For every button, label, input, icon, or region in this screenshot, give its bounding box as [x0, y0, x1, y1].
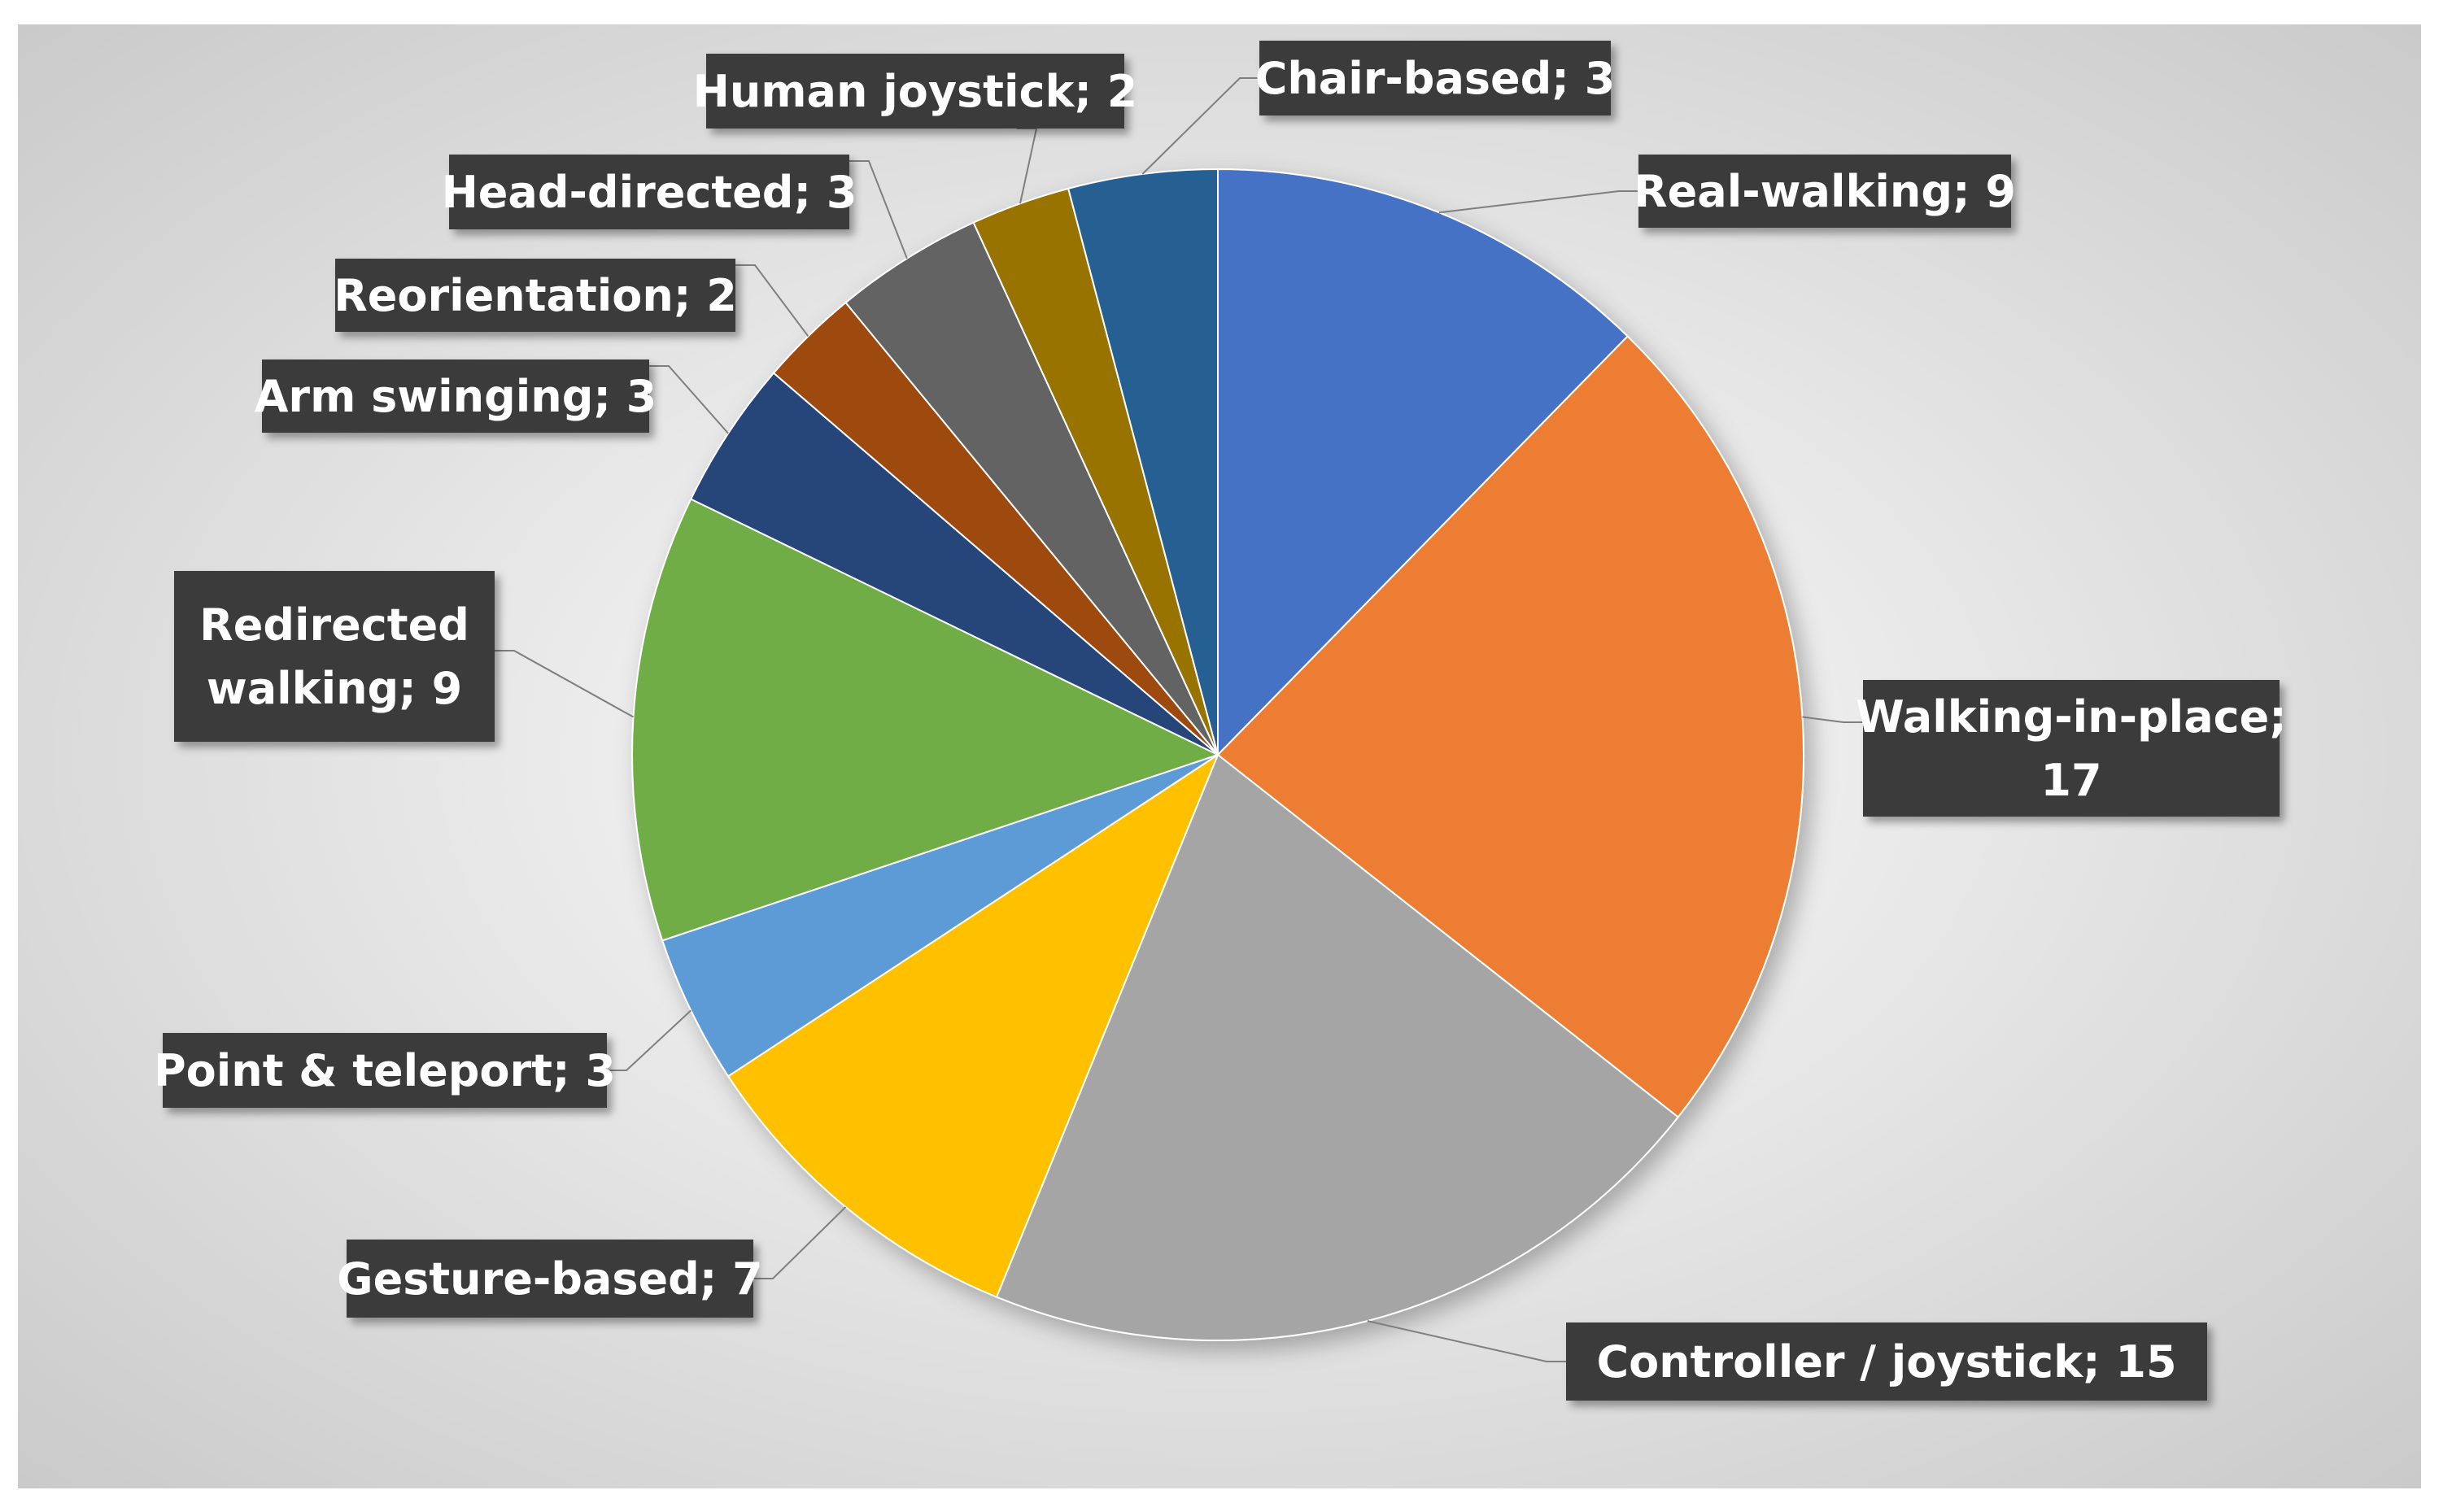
pie-slice-walking-in-place: [1216, 335, 1804, 1118]
data-label-text: Walking-in-place;: [1856, 691, 2287, 743]
data-label-head-directed: Head-directed; 3: [442, 155, 857, 229]
data-label-point-teleport: Point & teleport; 3: [154, 1033, 616, 1108]
data-label-text: Arm swinging; 3: [255, 371, 657, 422]
data-label-redirected-walking: Redirected walking; 9: [174, 571, 495, 742]
pie-slice-head-directed: [844, 221, 1219, 756]
data-label-box: [449, 155, 849, 229]
data-label-box: [1259, 41, 1611, 115]
leader-line-walking-in-place: [1802, 716, 1863, 723]
data-label-box: [1863, 680, 2280, 817]
data-label-text: Human joystick; 2: [693, 66, 1138, 117]
leader-line-reorientation: [735, 264, 809, 338]
pie-slices: [631, 168, 1804, 1341]
leader-line-point-teleport: [607, 1009, 692, 1071]
leader-line-chair-based: [1141, 77, 1259, 175]
pie-slice-chair-based: [1067, 168, 1219, 756]
data-label-text: Controller / joystick; 15: [1596, 1336, 2176, 1388]
data-label-text: Reorientation; 2: [334, 270, 737, 321]
data-label-text: Head-directed; 3: [442, 167, 857, 218]
data-label-box: [706, 54, 1124, 129]
data-label-real-walking: Real-walking; 9: [1634, 155, 2016, 228]
pie-slice-arm-swinging: [689, 372, 1219, 756]
data-label-box: [262, 359, 649, 433]
pie-slice-redirected-walking: [631, 498, 1220, 942]
data-label-box: [1566, 1322, 2207, 1401]
leader-line-real-walking: [1438, 190, 1638, 214]
data-label-text: Real-walking; 9: [1634, 166, 2016, 217]
data-label-text: Gesture-based; 7: [337, 1253, 763, 1305]
data-label-box: [163, 1033, 607, 1108]
pie-slice-point-teleport: [661, 754, 1219, 1078]
data-label-box: [1638, 155, 2011, 228]
data-label-text: Point & teleport; 3: [154, 1045, 616, 1096]
pie-slice-real-walking: [1217, 168, 1630, 757]
data-label-text: Redirected: [199, 599, 469, 651]
leader-line-arm-swinging: [649, 365, 729, 434]
data-label-gesture-based: Gesture-based; 7: [337, 1240, 763, 1318]
data-label-text: walking; 9: [207, 663, 462, 714]
data-labels: Real-walking; 9 Walking-in-place; 17 Contro…: [154, 41, 2287, 1401]
data-label-box: [335, 259, 735, 332]
data-label-human-joystick: Human joystick; 2: [693, 54, 1138, 129]
leader-line-controller-joystick: [1367, 1320, 1566, 1362]
leader-line-redirected-walking: [495, 650, 634, 718]
data-label-text: 17: [2040, 755, 2101, 806]
leader-lines: [495, 77, 1863, 1362]
data-label-reorientation: Reorientation; 2: [334, 259, 737, 332]
leader-line-head-directed: [849, 160, 908, 259]
leader-line-gesture-based: [753, 1206, 847, 1279]
data-label-controller-joystick: Controller / joystick; 15: [1566, 1322, 2207, 1401]
data-label-arm-swinging: Arm swinging; 3: [255, 359, 657, 433]
data-label-walking-in-place: Walking-in-place; 17: [1856, 680, 2287, 817]
data-label-text: Chair-based; 3: [1255, 53, 1616, 104]
data-label-box: [347, 1240, 753, 1318]
data-label-box: [174, 571, 495, 742]
data-label-chair-based: Chair-based; 3: [1255, 41, 1616, 115]
